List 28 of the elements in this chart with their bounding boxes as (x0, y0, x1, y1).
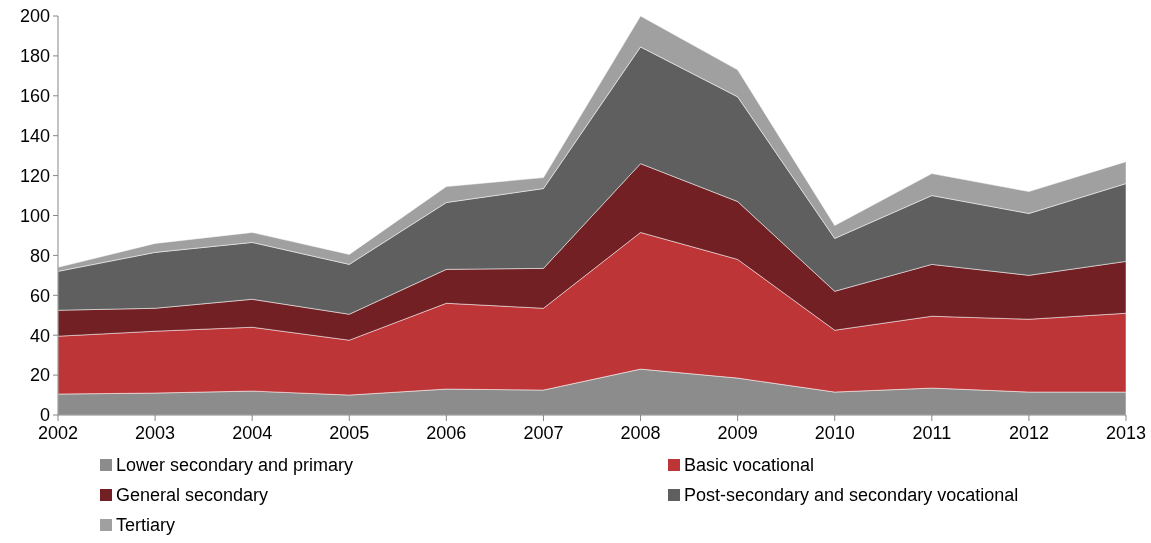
y-tick-label: 100 (19, 205, 50, 226)
legend-label: Tertiary (116, 515, 176, 536)
y-tick-label: 0 (39, 405, 50, 426)
y-tick-label: 60 (29, 285, 50, 306)
x-tick-label: 2006 (426, 423, 467, 443)
y-tick-label: 80 (29, 245, 50, 266)
x-tick-label: 2012 (1008, 423, 1049, 443)
x-tick-label: 2003 (135, 423, 176, 443)
y-tick-label: 120 (19, 165, 50, 186)
x-tick-label: 2011 (912, 423, 952, 443)
y-tick-label: 200 (19, 6, 50, 27)
y-tick-label: 40 (29, 325, 50, 346)
y-tick-label: 20 (29, 365, 50, 386)
x-tick-label: 2007 (523, 423, 564, 443)
x-tick-label: 2002 (37, 423, 79, 443)
legend-label: Post-secondary and secondary vocational (684, 485, 1019, 506)
x-tick-label: 2005 (329, 423, 370, 443)
y-tick-label: 160 (19, 86, 50, 107)
x-tick-label: 2008 (620, 423, 661, 443)
x-tick-label: 2004 (232, 423, 273, 443)
legend-label: Basic vocational (684, 455, 815, 476)
x-tick-label: 2009 (717, 423, 758, 443)
legend-label: General secondary (116, 485, 269, 506)
y-tick-label: 140 (19, 126, 50, 146)
legend-label: Lower secondary and primary (116, 455, 354, 476)
y-tick-label: 180 (19, 46, 50, 67)
x-tick-label: 2010 (814, 423, 855, 443)
x-tick-label: 2013 (1105, 423, 1147, 443)
